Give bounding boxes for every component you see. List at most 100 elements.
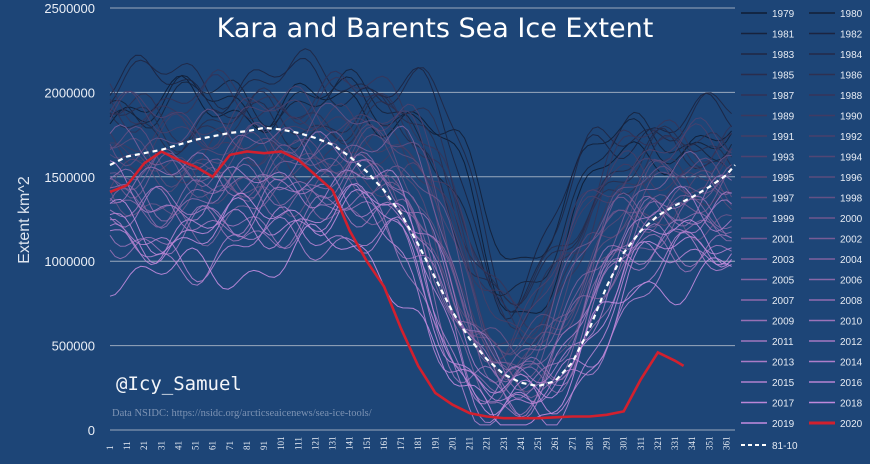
legend-label: 2007	[772, 296, 795, 307]
legend-item-1979[interactable]: 1979	[741, 9, 795, 20]
legend-label: 2004	[840, 255, 863, 266]
year-line-1997	[109, 122, 733, 380]
legend-item-1997[interactable]: 1997	[741, 194, 795, 205]
legend-item-1985[interactable]: 1985	[741, 71, 795, 82]
x-tick-label: 131	[328, 437, 338, 451]
x-tick-label: 361	[721, 437, 731, 451]
legend-item-2006[interactable]: 2006	[809, 276, 863, 287]
legend-item-1988[interactable]: 1988	[809, 91, 863, 102]
year-line-1989	[109, 124, 732, 312]
legend-item-1980[interactable]: 1980	[809, 9, 863, 20]
year-line-1981	[109, 68, 733, 297]
legend-item-2007[interactable]: 2007	[741, 296, 795, 307]
legend-label: 2000	[840, 214, 863, 225]
legend-item-2005[interactable]: 2005	[741, 276, 795, 287]
legend-item-2001[interactable]: 2001	[741, 235, 795, 246]
year-line-1993	[109, 85, 732, 360]
legend-item-1994[interactable]: 1994	[809, 153, 863, 164]
legend-item-2015[interactable]: 2015	[741, 378, 795, 389]
x-tick-label: 321	[653, 437, 663, 451]
y-tick-label: 500000	[52, 339, 95, 354]
x-tick-label: 51	[191, 441, 201, 450]
legend-item-2004[interactable]: 2004	[809, 255, 863, 266]
legend-item-1998[interactable]: 1998	[809, 194, 863, 205]
legend-item-1995[interactable]: 1995	[741, 173, 795, 184]
legend-item-1987[interactable]: 1987	[741, 91, 795, 102]
year-line-1996	[109, 122, 733, 355]
x-tick-label: 81	[242, 441, 252, 450]
legend-item-2014[interactable]: 2014	[809, 358, 863, 369]
legend-item-2013[interactable]: 2013	[741, 358, 795, 369]
legend-item-1984[interactable]: 1984	[809, 50, 863, 61]
legend-item-1991[interactable]: 1991	[741, 132, 795, 143]
legend-item-1981[interactable]: 1981	[741, 30, 795, 41]
year-line-2000	[109, 144, 732, 369]
legend-item-1999[interactable]: 1999	[741, 214, 795, 225]
year-line-1987	[109, 70, 732, 346]
legend-label: 2019	[772, 419, 795, 430]
x-tick-label: 291	[602, 437, 612, 451]
legend-item-1996[interactable]: 1996	[809, 173, 863, 184]
legend-label: 1995	[772, 173, 795, 184]
legend-item-2009[interactable]: 2009	[741, 317, 795, 328]
legend-label: 1979	[772, 9, 795, 20]
legend-item-1992[interactable]: 1992	[809, 132, 863, 143]
legend-label: 1994	[840, 153, 863, 164]
year-line-1998	[109, 102, 732, 393]
x-tick-label: 31	[156, 441, 166, 450]
x-tick-label: 231	[499, 437, 509, 450]
legend-label: 2017	[772, 399, 795, 410]
year-line-1995	[109, 124, 732, 356]
legend-label: 2014	[840, 358, 863, 369]
x-tick-label: 281	[584, 437, 594, 451]
legend-item-2019[interactable]: 2019	[741, 419, 795, 430]
legend-label: 1999	[772, 214, 795, 225]
legend-item-2016[interactable]: 2016	[809, 378, 863, 389]
legend-label: 1989	[772, 112, 795, 123]
y-tick-label: 2500000	[44, 1, 95, 16]
year-line-2019	[109, 223, 732, 426]
legend-item-2018[interactable]: 2018	[809, 399, 863, 410]
year-line-2008	[109, 131, 732, 416]
legend-label: 1996	[840, 173, 863, 184]
legend-item-1990[interactable]: 1990	[809, 112, 863, 123]
x-tick-label: 91	[259, 441, 269, 450]
x-tick-label: 111	[293, 437, 303, 450]
legend-item-1982[interactable]: 1982	[809, 30, 863, 41]
legend-item-1993[interactable]: 1993	[741, 153, 795, 164]
legend-item-2020[interactable]: 2020	[809, 419, 863, 430]
legend-item-2003[interactable]: 2003	[741, 255, 795, 266]
legend-item-2008[interactable]: 2008	[809, 296, 863, 307]
legend-item-2012[interactable]: 2012	[809, 337, 863, 348]
x-tick-label: 121	[310, 437, 320, 451]
legend-item-2017[interactable]: 2017	[741, 399, 795, 410]
x-tick-label: 11	[122, 441, 132, 450]
x-tick-label: 1	[105, 446, 115, 451]
legend-label: 2020	[840, 419, 863, 430]
legend-item-2011[interactable]: 2011	[741, 337, 794, 348]
legend-label: 2012	[840, 337, 863, 348]
legend-item-2002[interactable]: 2002	[809, 235, 863, 246]
legend-label: 1982	[840, 30, 863, 41]
year-line-2002	[109, 131, 732, 399]
legend-item-1986[interactable]: 1986	[809, 71, 863, 82]
legend-item-1989[interactable]: 1989	[741, 112, 795, 123]
y-axis-ticks: 0 500000 1000000 1500000 2000000 2500000	[44, 1, 95, 438]
series-line-81-10	[109, 126, 736, 388]
legend-item-2000[interactable]: 2000	[809, 214, 863, 225]
legend-item-2010[interactable]: 2010	[809, 317, 863, 328]
year-line-1983	[109, 48, 732, 313]
legend-item-1983[interactable]: 1983	[741, 50, 795, 61]
legend[interactable]: 1979 1980 1981 1982 1983 1984 1985 1986 1987 1988…	[741, 9, 863, 452]
legend-item-81-10[interactable]: 81-10	[741, 441, 798, 452]
legend-label: 1987	[772, 91, 795, 102]
legend-label: 2018	[840, 399, 863, 410]
y-tick-label: 1500000	[44, 170, 95, 185]
x-axis-ticks: 1 11 21 31 41 51 61 71 81 91 101 111 121 131 141 151 161…	[105, 437, 731, 451]
y-tick-label: 0	[88, 423, 95, 438]
legend-label: 2006	[840, 276, 863, 287]
year-line-1991	[110, 103, 733, 339]
x-tick-label: 301	[619, 437, 629, 451]
x-tick-label: 191	[430, 437, 440, 451]
year-line-2010	[109, 191, 732, 399]
